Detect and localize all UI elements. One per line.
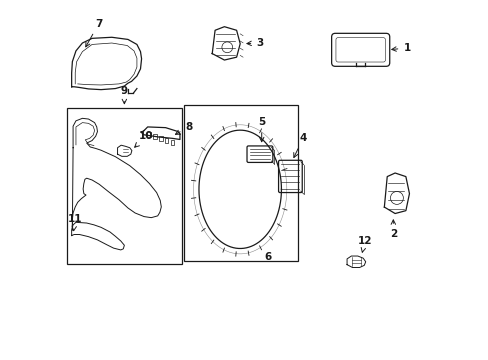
Bar (183, 105, 298, 261)
Text: 12: 12 (357, 236, 371, 252)
Text: 11: 11 (68, 215, 82, 231)
Text: 5: 5 (258, 117, 265, 142)
Bar (67, 108, 182, 264)
Bar (159, 136, 163, 141)
Bar (164, 138, 168, 143)
Text: 10: 10 (134, 131, 153, 147)
Text: 1: 1 (391, 43, 410, 53)
Bar (147, 132, 151, 137)
Bar (153, 134, 157, 139)
Text: 7: 7 (85, 19, 102, 47)
Text: 8: 8 (175, 122, 192, 134)
Text: 4: 4 (293, 134, 306, 158)
Bar (170, 140, 174, 145)
Text: 2: 2 (389, 220, 396, 239)
Text: 9: 9 (121, 86, 128, 104)
Text: 6: 6 (264, 252, 271, 262)
Text: 3: 3 (246, 38, 263, 48)
